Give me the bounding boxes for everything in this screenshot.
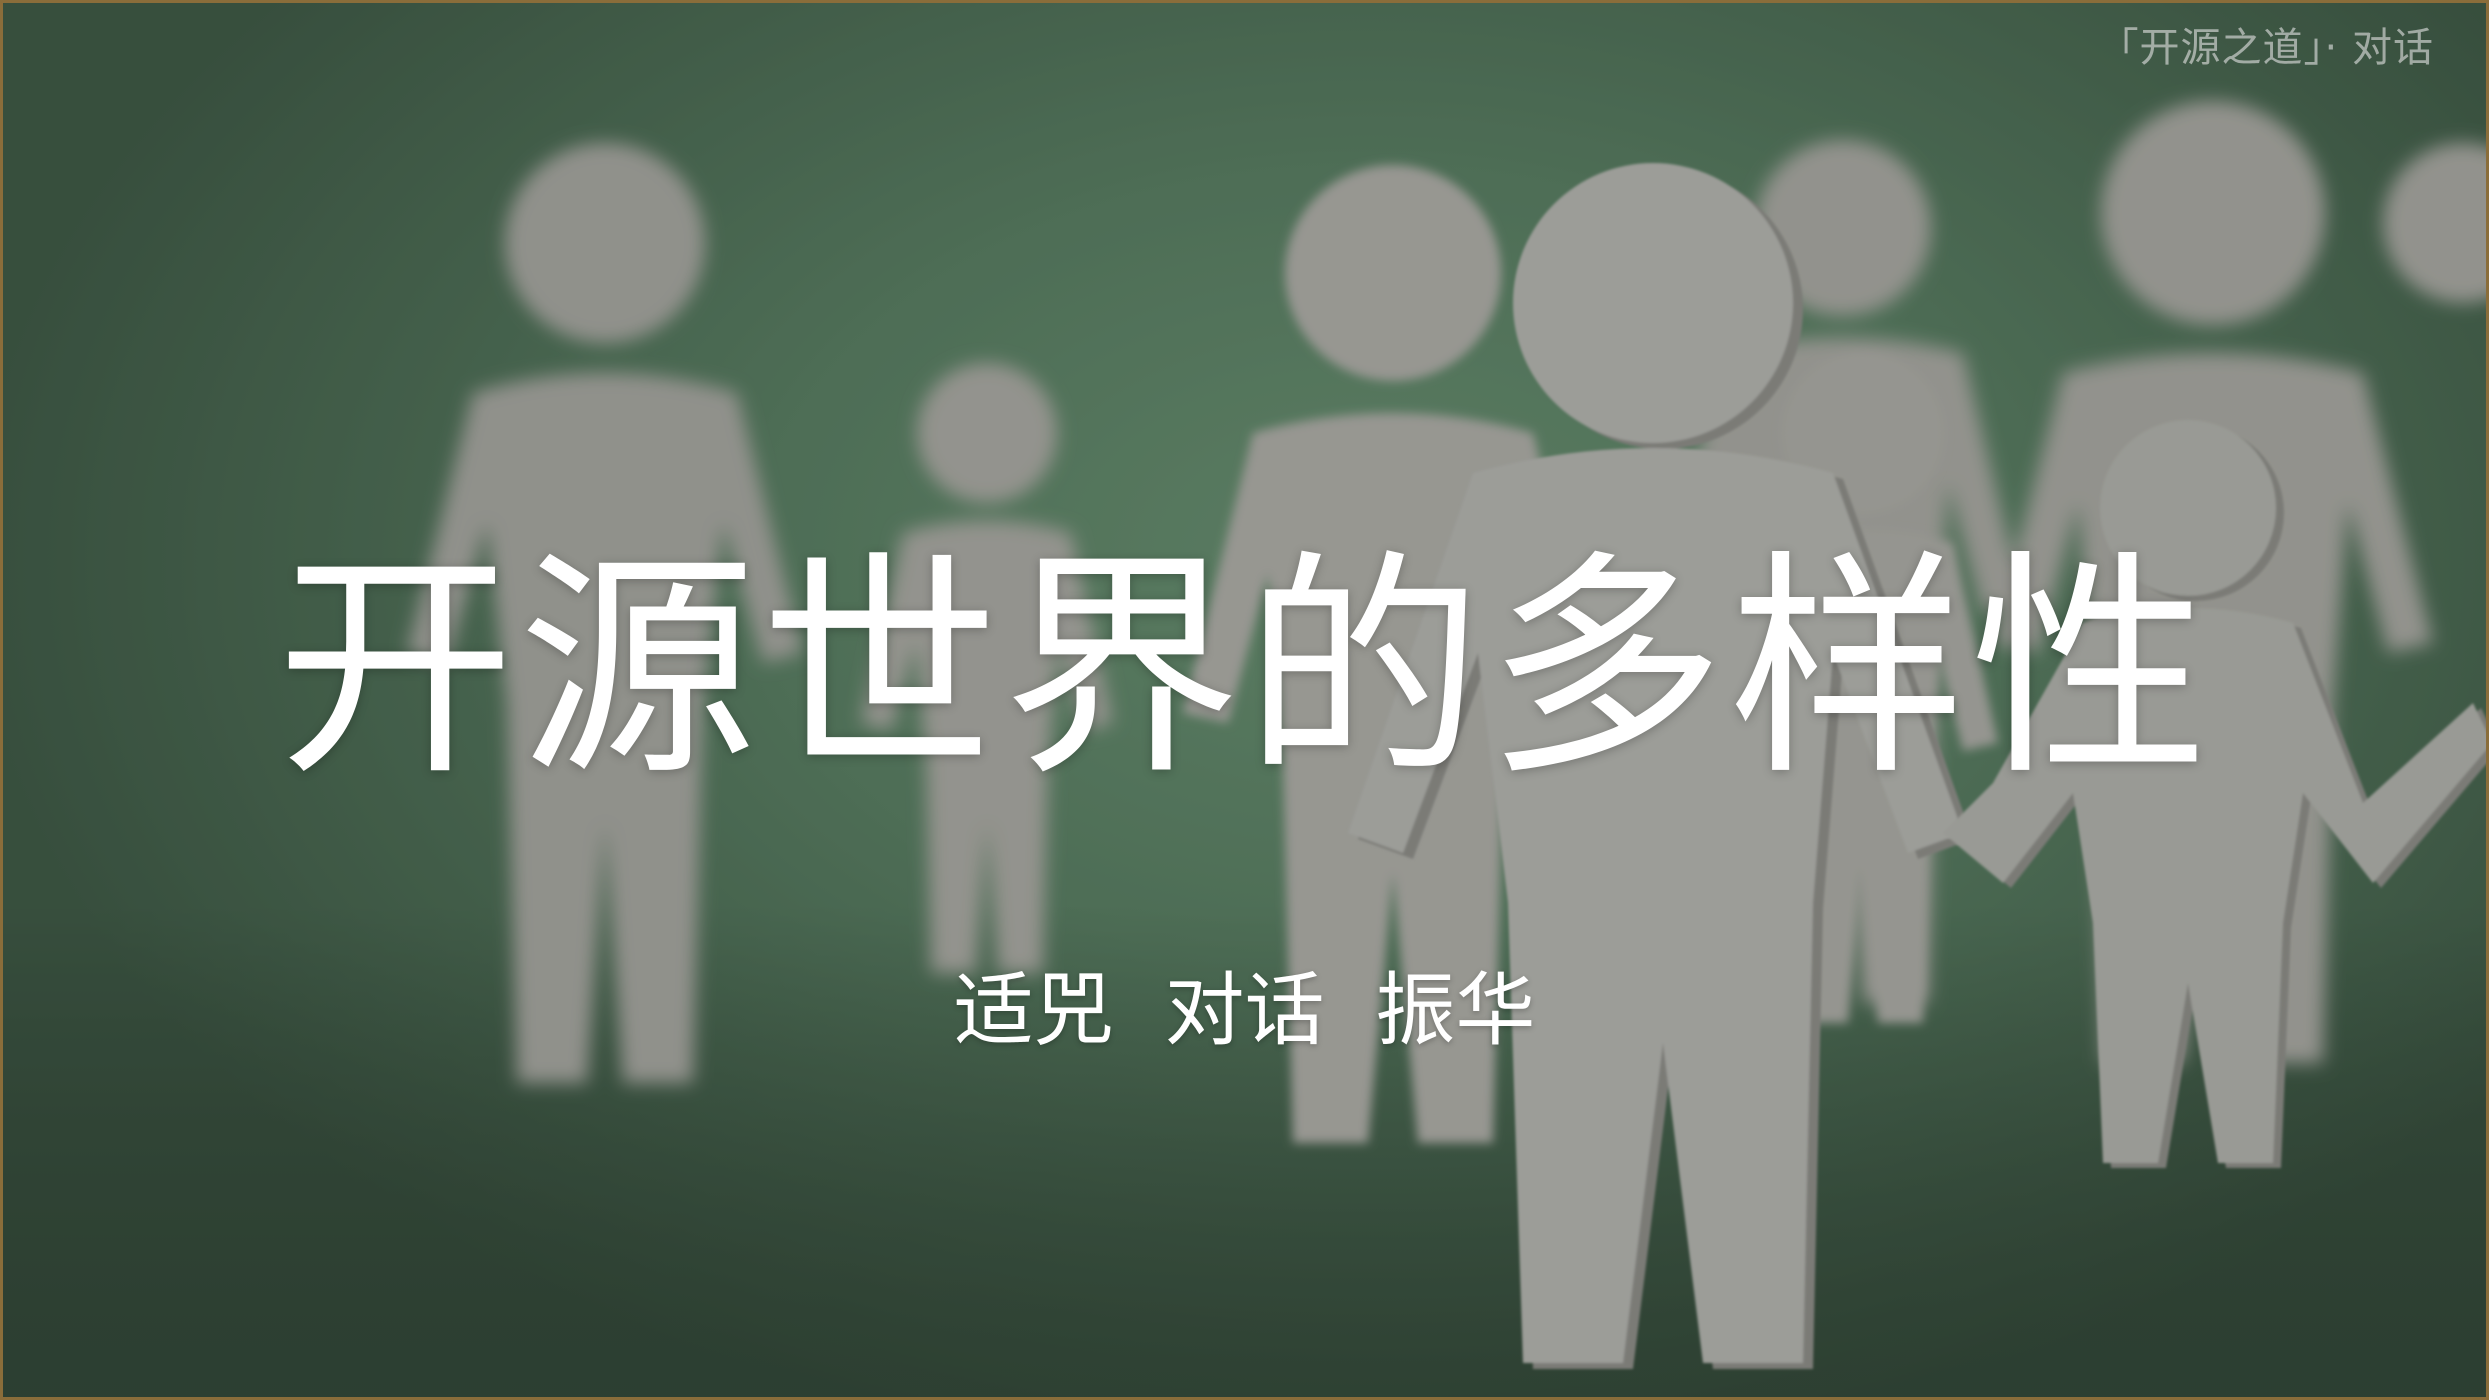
paper-figure-child-right [1943, 420, 2486, 1168]
series-tag: 「开源之道」· 对话 [2098, 25, 2434, 71]
background-photo-paper-figures [3, 101, 2486, 1397]
slide-title: 开源世界的多样性 [276, 531, 2213, 808]
paper-figure-foreground [1348, 163, 1973, 1369]
paper-figure-far-left [407, 143, 803, 1083]
slide-authors: 适兕 对话 振华 [953, 964, 1536, 1057]
paper-figure-child-left [861, 363, 1113, 973]
background-dim-overlay [3, 3, 2486, 1397]
